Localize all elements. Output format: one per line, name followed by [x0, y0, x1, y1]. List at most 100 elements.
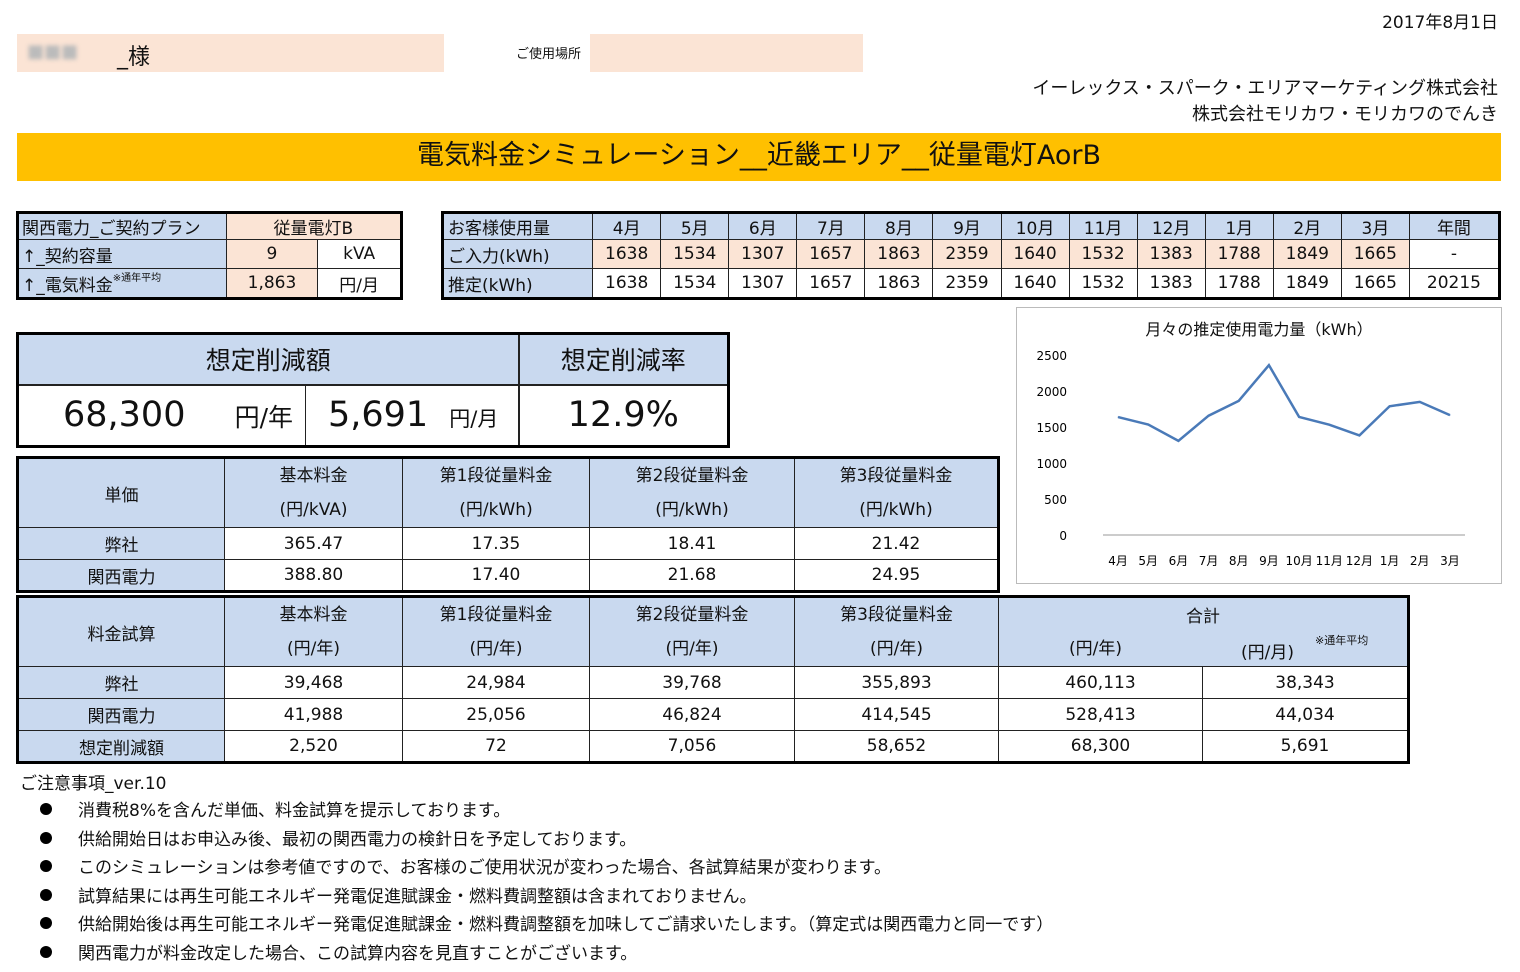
table-cell: 25,056 — [402, 698, 590, 731]
x-tick-label: 12月 — [1346, 554, 1373, 568]
x-tick-label: 4月 — [1108, 554, 1128, 568]
row-label: 弊社 — [17, 666, 225, 699]
usage-input-cell: 1640 — [1000, 239, 1070, 269]
usage-month-header: 11月 — [1068, 212, 1138, 240]
usage-month-header: 1月 — [1204, 212, 1274, 240]
note-item: 関西電力が料金改定した場合、この試算内容を見直すことがございます。 — [40, 939, 637, 964]
table-row: 弊社 39,468 24,984 39,768 355,893 460,113 38,343 — [17, 666, 1409, 699]
data-point — [1389, 405, 1391, 407]
usage-month-header: 5月 — [660, 212, 730, 240]
customer-name-blurred: ■■■ — [27, 41, 79, 62]
savings-table: 想定削減額 想定削減率 68,300 円/年 5,691 円/月 12.9% — [16, 332, 731, 448]
x-tick-label: 9月 — [1259, 554, 1279, 568]
table-cell: 365.47 — [224, 527, 403, 560]
unit-price-col-header: 基本料金 (円/kVA) — [224, 457, 403, 528]
table-cell: 58,652 — [794, 730, 999, 763]
bill-note: ※通年平均 — [112, 272, 162, 284]
unit-price-col-header: 第3段従量料金 (円/kWh) — [794, 457, 999, 528]
col-unit: (円/kVA) — [279, 500, 348, 520]
savings-monthly-unit: 円/月 — [449, 407, 499, 432]
table-row: 想定削減額 2,520 72 7,056 58,652 68,300 5,691 — [17, 730, 1409, 763]
usage-est-cell: 1657 — [796, 268, 866, 299]
bullet-icon — [40, 860, 52, 872]
usage-month-header: 6月 — [728, 212, 798, 240]
usage-est-cell: 1849 — [1272, 268, 1342, 299]
col-title: 第1段従量料金 — [439, 605, 553, 625]
savings-monthly-cell: 5,691 円/月 — [305, 384, 520, 447]
col-unit: (円/年) — [665, 639, 719, 659]
savings-yearly-cell: 68,300 円/年 — [17, 384, 306, 447]
notes-title: ご注意事項_ver.10 — [20, 774, 167, 794]
usage-month-header: 3月 — [1340, 212, 1410, 240]
data-point — [1117, 416, 1119, 418]
trial-col-header: 第1段従量料金 (円/年) — [402, 596, 590, 667]
col-title: 第2段従量料金 — [635, 466, 749, 486]
usage-input-cell: 1788 — [1204, 239, 1274, 269]
col-title: 第3段従量料金 — [840, 605, 953, 625]
total-note: ※通年平均 — [1315, 634, 1369, 647]
note-text: 関西電力が料金改定した場合、この試算内容を見直すことがございます。 — [78, 943, 638, 964]
capacity-value: 9 — [225, 239, 319, 269]
total-month-unit: (円/月) — [1241, 643, 1294, 663]
usage-est-cell: 20215 — [1408, 268, 1501, 299]
note-item: 供給開始日はお申込み後、最初の関西電力の検針日を予定しております。 — [40, 825, 636, 850]
row-label: 想定削減額 — [17, 730, 225, 763]
col-unit: (円/年) — [870, 639, 923, 659]
bullet-icon — [40, 945, 52, 958]
series-line — [1117, 362, 1451, 443]
note-text: 消費税8%を含んだ単価、料金試算を提示しております。 — [78, 801, 511, 821]
usage-input-cell: 1534 — [660, 239, 730, 269]
table-cell: 44,034 — [1202, 698, 1409, 731]
usage-table: お客様使用量 4月 5月 6月 7月 8月 9月 10月 11月 12月 1月 2月 3月 年間 ご入力(… — [441, 211, 1501, 300]
table-cell: 24.95 — [794, 559, 999, 592]
trial-table: 料金試算 基本料金 (円/年) 第1段従量料金 (円/年) 第2段従量料金 (円/年) 第3段… — [16, 595, 1410, 764]
table-cell: 7,056 — [589, 730, 795, 763]
table-cell: 39,468 — [224, 666, 403, 699]
bill-value: 1,863 — [225, 268, 319, 299]
usage-month-header: 12月 — [1136, 212, 1206, 240]
bullet-icon — [40, 803, 52, 815]
table-cell: 46,824 — [589, 698, 795, 731]
table-cell: 72 — [402, 730, 590, 763]
note-item: 消費税8%を含んだ単価、料金試算を提示しております。 — [40, 796, 510, 821]
usage-input-cell: 1863 — [864, 239, 934, 269]
usage-input-label: ご入力(kWh) — [441, 239, 594, 269]
usage-est-cell: 1534 — [660, 268, 730, 299]
usage-chart: 月々の推定使用電力量（kWh） 0 500 1000 1500 2000 2500 4月 5月… — [1016, 307, 1502, 584]
trial-header: 料金試算 — [17, 596, 225, 667]
table-cell: 68,300 — [998, 730, 1203, 763]
savings-rate: 12.9% — [567, 395, 679, 436]
x-tick-label: 11月 — [1316, 554, 1343, 568]
x-tick-label: 7月 — [1199, 554, 1219, 568]
data-point — [1358, 434, 1360, 436]
table-cell: 21.68 — [589, 559, 795, 592]
col-title: 基本料金 — [279, 466, 348, 486]
usage-est-cell: 1788 — [1204, 268, 1274, 299]
note-item: 供給開始後は再生可能エネルギー発電促進賦課金・燃料費調整額を加味してご請求いたし… — [40, 910, 1053, 935]
col-unit: (円/年) — [469, 639, 523, 659]
usage-input-cell: 1532 — [1068, 239, 1138, 269]
bill-unit: 円/月 — [317, 268, 402, 299]
data-point — [1177, 440, 1179, 442]
usage-month-header: 7月 — [796, 212, 866, 240]
usage-input-cell: 1638 — [592, 239, 662, 269]
bill-label-cell: ↑_電気料金※通年平均 — [17, 268, 227, 299]
savings-yearly-unit: 円/年 — [234, 403, 293, 433]
contract-table: 関西電力_ご契約プラン 従量電灯B ↑_契約容量 9 kVA ↑_電気料金※通年… — [16, 211, 403, 300]
table-cell: 5,691 — [1202, 730, 1409, 763]
table-cell: 21.42 — [794, 527, 999, 560]
usage-month-header: 4月 — [592, 212, 662, 240]
usage-input-cell: 1307 — [728, 239, 798, 269]
table-cell: 528,413 — [998, 698, 1203, 731]
usage-month-header: 2月 — [1272, 212, 1342, 240]
company-name-1: イーレックス・スパーク・エリアマーケティング株式会社 — [1032, 78, 1498, 99]
usage-est-cell: 2359 — [932, 268, 1002, 299]
table-cell: 17.35 — [402, 527, 590, 560]
capacity-label: ↑_契約容量 — [17, 239, 227, 269]
total-label: 合計 — [1186, 607, 1220, 627]
data-point — [1268, 364, 1270, 366]
unit-price-col-header: 第2段従量料金 (円/kWh) — [589, 457, 795, 528]
customer-suffix: _様 — [117, 45, 151, 70]
page-title: 電気料金シミュレーション__近畿エリア__従量電灯AorB — [416, 140, 1102, 171]
usage-est-label: 推定(kWh) — [441, 268, 594, 299]
